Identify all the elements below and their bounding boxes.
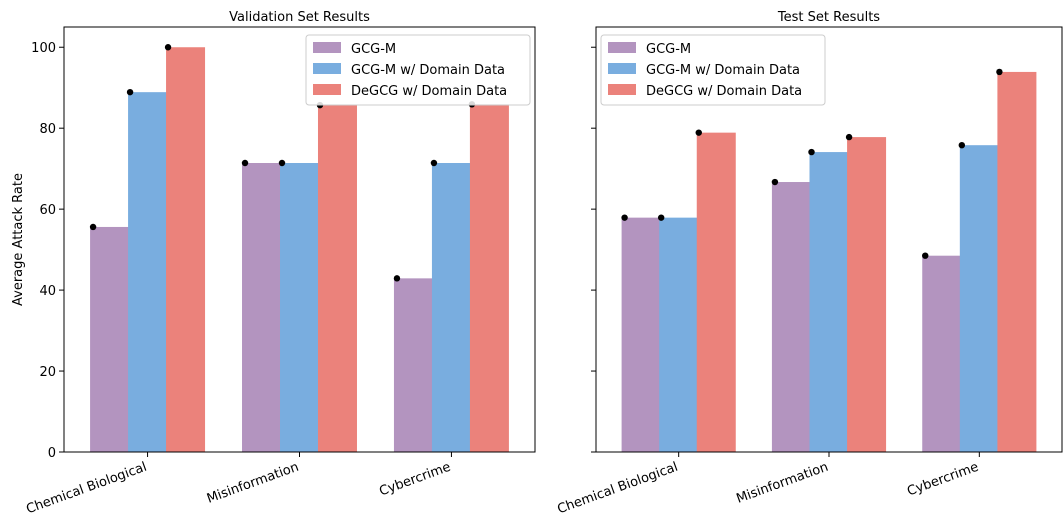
validation-bar-gcg-m-0 [90,226,130,452]
test-legend-box [600,34,826,106]
validation-bar-gcg-m-2 [393,278,433,452]
validation-ytick-label-40: 40 [39,284,56,299]
test-bar-gcg-m-1 [771,182,811,452]
validation-ytick-label-100: 100 [31,41,56,56]
validation-bar-gcg-m-w-domain-data-1 [280,163,319,452]
validation-marker-1-0 [126,88,134,96]
test-marker-1-1 [808,148,815,156]
validation-chart-title: Validation Set Results [229,10,370,25]
test-marker-0-0 [621,214,628,221]
test-bar-degcg-w-domain-data-1 [847,137,887,452]
test-bar-gcg-m-w-domain-data-0 [659,217,699,452]
test-chart-title: Test Set Results [777,10,880,25]
validation-marker-1-2 [430,159,438,167]
validation-marker-1-1 [278,159,286,167]
test-legend-label-2: DeGCG w/ Domain Data [646,84,802,99]
validation-legend-box [305,34,531,106]
validation-xtick-label-0: Chemical Biological [24,460,149,518]
validation-legend-swatch-2 [313,84,341,95]
test-legend-swatch-2 [608,84,636,95]
test-legend-label-0: GCG-M [646,42,691,57]
validation-marker-0-0 [89,223,97,231]
validation-bar-gcg-m-1 [242,163,282,452]
test-legend-swatch-1 [608,63,636,74]
validation-legend-label-0: GCG-M [351,42,396,57]
test-marker-2-0 [695,129,702,136]
validation-xtick-label-1: Misinformation [205,460,301,507]
test-legend-swatch-0 [608,42,636,53]
validation-bar-degcg-w-domain-data-2 [469,104,509,453]
test-bar-gcg-m-w-domain-data-1 [809,152,849,453]
test-marker-2-1 [845,133,853,141]
validation-legend-swatch-0 [313,42,341,53]
validation-ytick-label-20: 20 [39,365,56,380]
validation-bar-degcg-w-domain-data-0 [166,47,206,452]
validation-legend-label-2: DeGCG w/ Domain Data [351,84,507,99]
test-xtick-label-0: Chemical Biological [555,460,680,518]
validation-bar-degcg-w-domain-data-1 [317,105,357,452]
validation-y-axis-label: Average Attack Rate [11,173,26,306]
validation-ytick-label-0: 0 [48,446,56,461]
validation-legend-swatch-1 [313,63,341,74]
test-marker-1-2 [958,141,966,149]
test-bar-degcg-w-domain-data-0 [696,132,736,452]
test-bar-gcg-m-w-domain-data-2 [959,145,999,452]
test-xtick-label-1: Misinformation [734,460,830,507]
test-bar-gcg-m-2 [922,255,962,452]
validation-marker-0-2 [393,275,401,282]
test-bar-gcg-m-0 [621,217,661,452]
test-marker-0-2 [922,252,929,259]
validation-ytick-label-60: 60 [39,203,56,218]
validation-marker-2-0 [164,44,172,51]
test-marker-0-1 [771,178,779,186]
test-marker-2-2 [996,68,1003,76]
validation-bar-gcg-m-w-domain-data-0 [128,92,168,453]
test-marker-1-0 [657,214,665,221]
validation-ytick-label-80: 80 [39,122,56,137]
validation-marker-0-1 [241,159,249,167]
test-xtick-label-2: Cybercrime [905,460,980,500]
test-bar-degcg-w-domain-data-2 [997,71,1037,452]
validation-bar-gcg-m-w-domain-data-2 [431,163,471,452]
test-legend-label-1: GCG-M w/ Domain Data [646,63,800,78]
validation-xtick-label-2: Cybercrime [377,460,452,500]
validation-legend-label-1: GCG-M w/ Domain Data [351,63,505,78]
